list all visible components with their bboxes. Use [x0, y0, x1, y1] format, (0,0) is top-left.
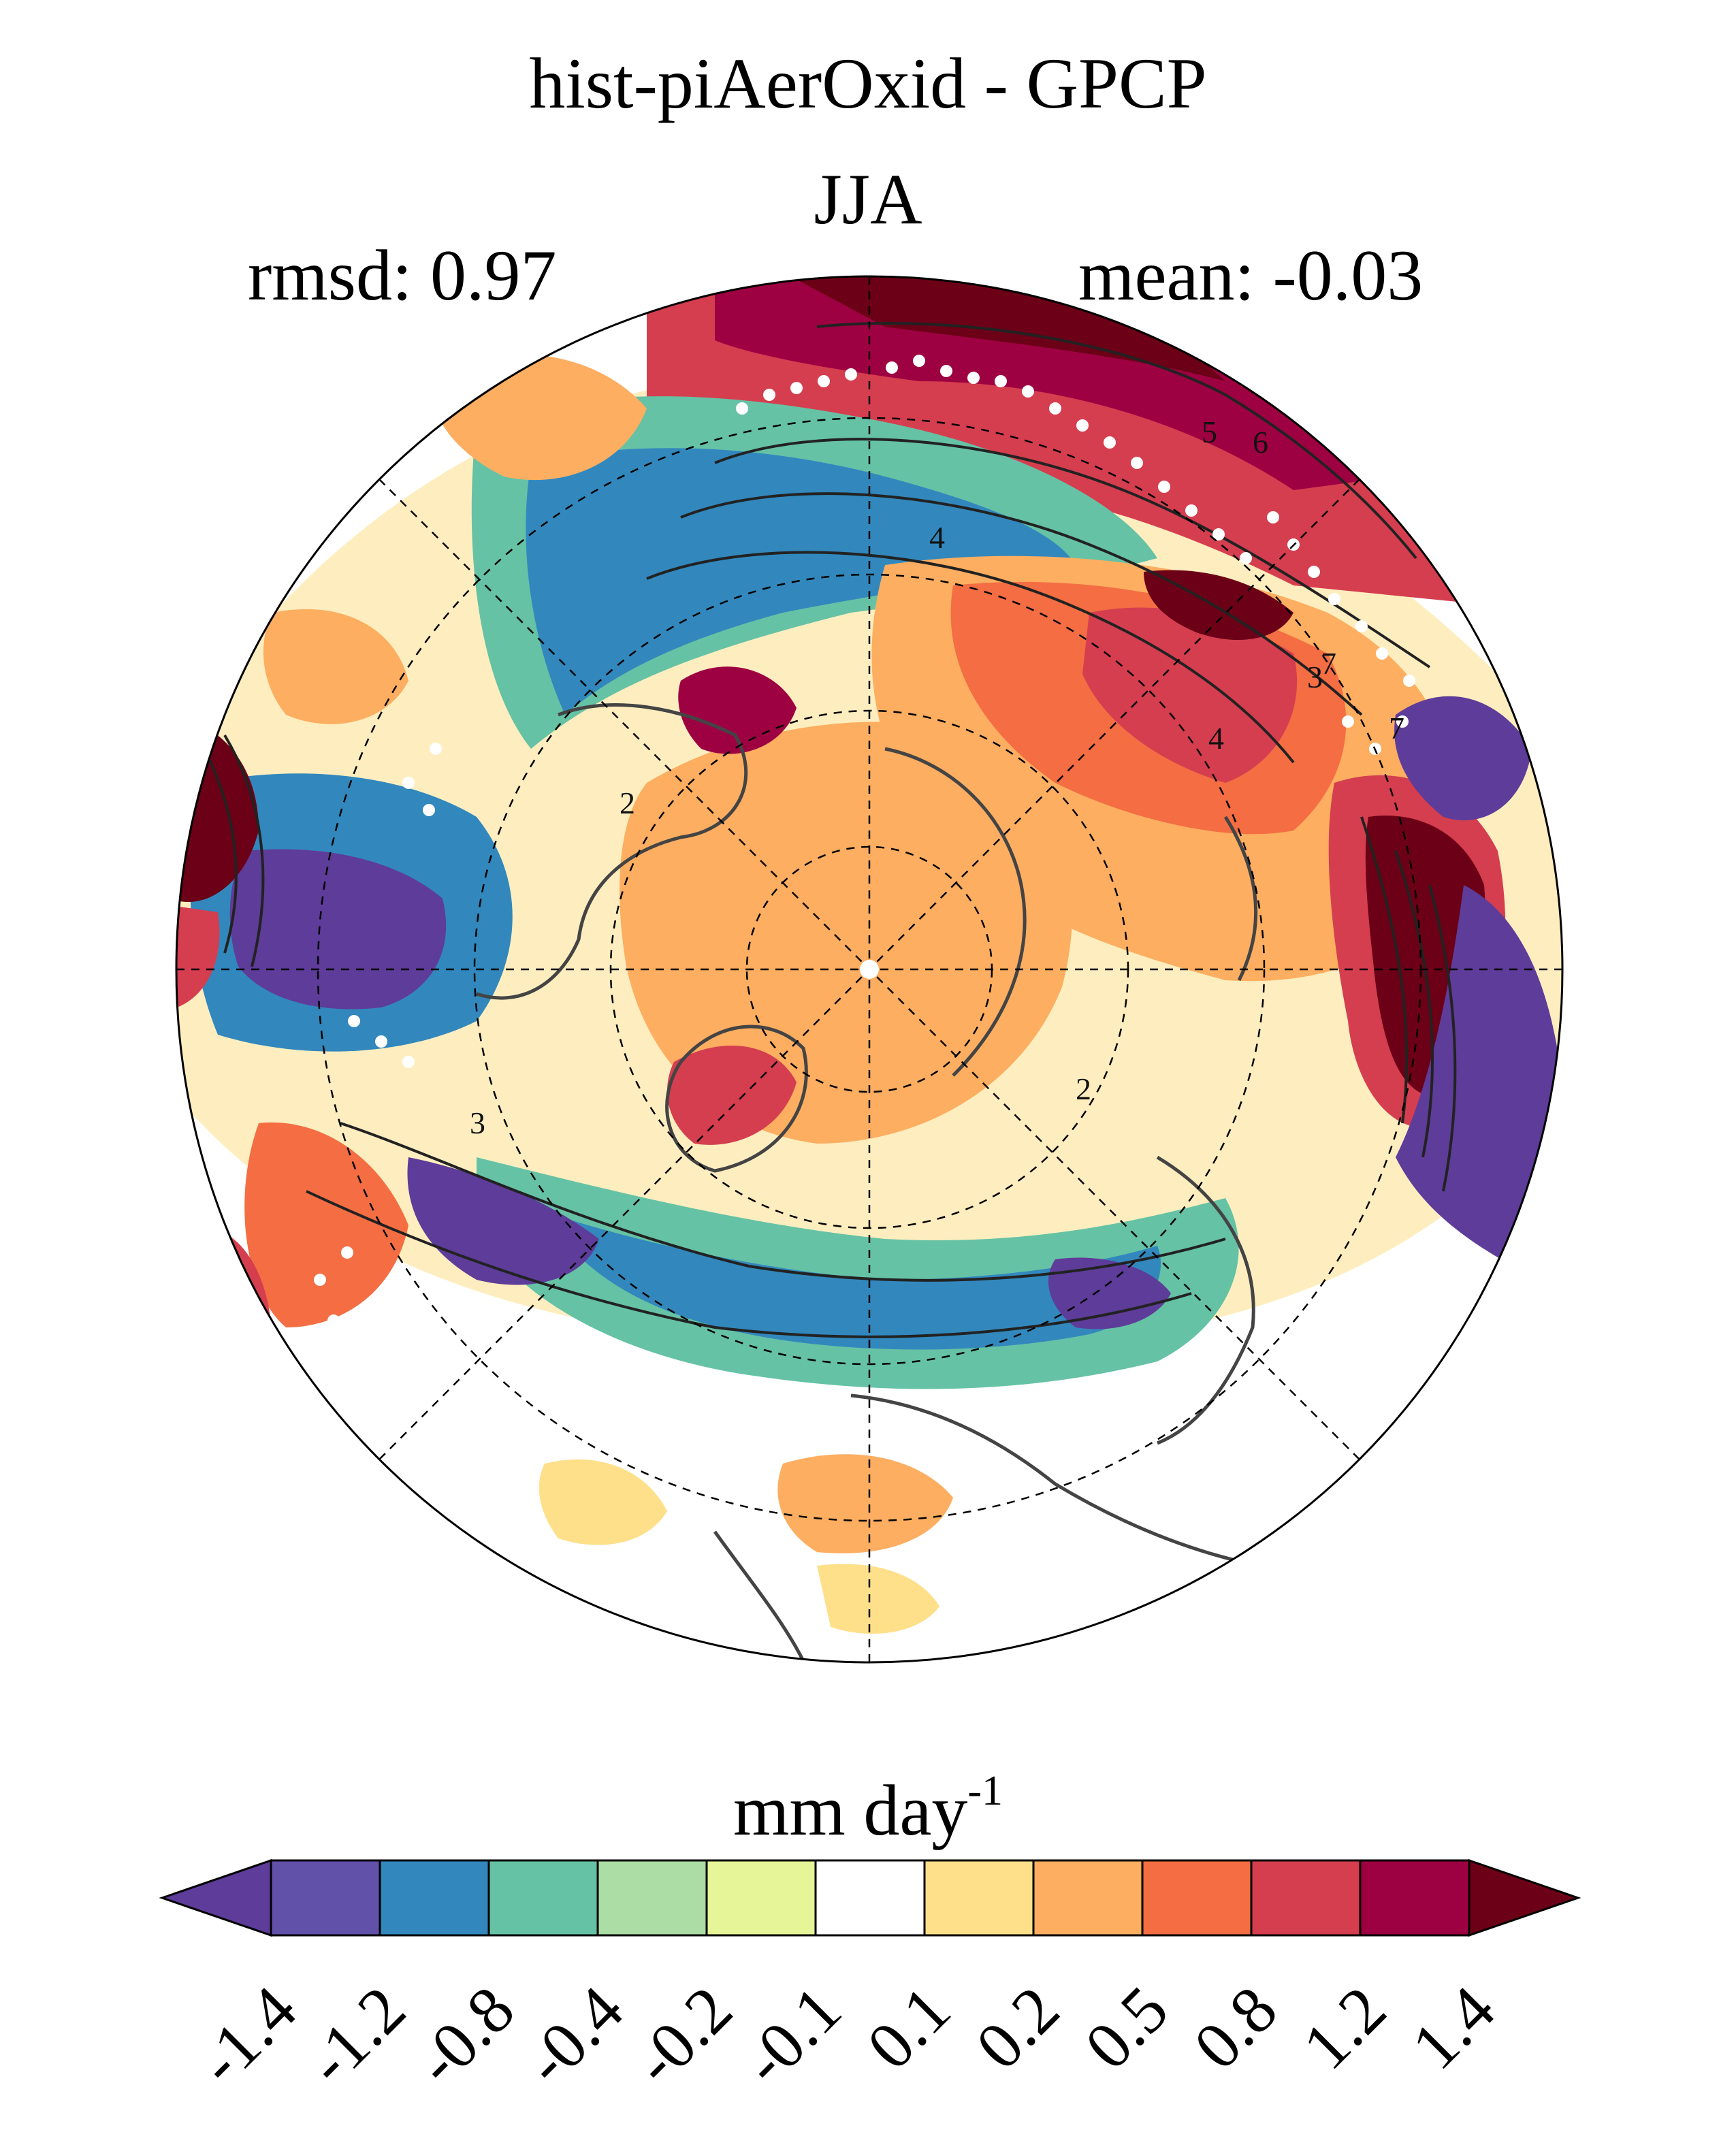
colorbar-box: [596, 1859, 708, 1937]
contour-label: 5: [1202, 415, 1217, 449]
contour-lines: [203, 321, 1457, 1338]
colorbar-box: [487, 1859, 599, 1937]
contour-label: 7: [1321, 646, 1336, 681]
colorbar-units: mm day-1: [0, 1770, 1736, 1847]
colorbar-box: [270, 1859, 381, 1937]
units-exponent: -1: [967, 1768, 1003, 1814]
colorbar-box: [923, 1859, 1035, 1937]
map-boundary: [175, 275, 1564, 1664]
map-title: hist-piAerOxid - GPCP: [529, 44, 1207, 123]
colorbar-box: [814, 1859, 926, 1937]
colorbar-box: [705, 1859, 817, 1937]
rmsd-label: rmsd: 0.97: [248, 236, 557, 315]
colorbar-box: [1359, 1859, 1470, 1937]
contour-label: 2: [1076, 1071, 1091, 1106]
precip-anomaly-field: [176, 276, 1562, 1662]
contour-label: 6: [1253, 425, 1268, 459]
colorbar-triangle-high: [1468, 1858, 1581, 1937]
colorbar-box: [379, 1859, 490, 1937]
contour-label: 4: [929, 520, 945, 555]
units-text: mm day: [733, 1771, 968, 1850]
mean-label: mean: -0.03: [1078, 236, 1424, 315]
contour-label: 4: [1208, 721, 1224, 756]
significance-stippling: [314, 355, 1415, 1368]
colorbar-triangle-low: [159, 1858, 272, 1937]
contour-label: 3: [470, 1106, 485, 1140]
contour-label: 2: [620, 786, 635, 820]
season-label: JJA: [814, 159, 922, 239]
contour-label: 7: [1389, 711, 1404, 745]
contour-label: 3: [1307, 660, 1323, 694]
colorbar-box: [1141, 1859, 1253, 1937]
coastlines: [476, 703, 1260, 1662]
colorbar-box: [1250, 1859, 1362, 1937]
contour-label-group: 5 6 4 3 7 7 4 2 2 3: [470, 415, 1404, 1140]
colorbar-box: [1032, 1859, 1144, 1937]
